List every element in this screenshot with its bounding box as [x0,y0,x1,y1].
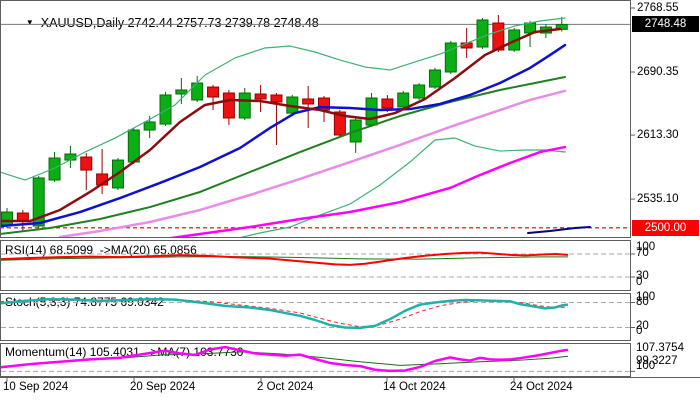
stoch-scale-label: 80 [636,296,649,308]
candle-body-bull [428,69,441,88]
stoch-scale-label: 100 [636,291,656,303]
candle [175,78,188,104]
candle-body-bull [32,177,45,227]
candle [492,14,505,52]
candle-body-bear [381,98,394,109]
rsi-main-line [1,251,569,266]
ma-200-line [169,145,567,237]
candle [48,152,61,182]
ma-slow-line [1,75,566,235]
candle [80,153,93,191]
stoch-panel-layer [1,297,630,330]
rsi-scale-label: 70 [636,247,649,259]
symbol-period-label: XAUUSD,Daily [40,16,125,30]
ma-100-line [58,89,567,237]
main-panel-border [0,0,631,238]
candle [222,89,235,126]
candle-body-bull [143,121,156,131]
level-price-badge: 2500.00 [632,219,699,236]
candle [302,85,315,128]
ma-longterm-line [527,226,591,234]
current-price-badge: 2748.48 [632,16,699,33]
candle-body-bear [207,86,220,98]
rsi-scale-label: 0 [636,276,643,288]
candle-body-bear [222,92,235,119]
mom-scale-label: 107.3754 [636,342,684,354]
rsi-panel-layer [1,251,630,278]
candle-body-bull [159,94,172,125]
rsi-scale-label: 100 [636,241,656,253]
candle [254,84,267,113]
mom-main-line [1,345,569,373]
price-axis-label: 2613.30 [637,129,679,142]
chart-title: ▼ XAUUSD,Daily 2742.44 2757.73 2739.78 27… [5,2,319,44]
mom-scale-label: 99.3227 [636,355,678,367]
main-panel-layer [1,14,630,237]
candle [32,176,45,228]
candle-body-bull [175,89,188,95]
candle-body-bull [476,19,489,48]
stoch-scale-label: 20 [636,320,649,332]
candle-body-bear [333,111,346,136]
title-ohlc-values: 2742.44 2757.73 2739.78 2748.48 [124,16,319,30]
candle [238,88,251,121]
mom-panel-layer [1,345,630,373]
candle-body-bear [270,94,283,103]
stoch-panel-border [0,293,631,341]
candle-body-bull [397,92,410,108]
candle [444,40,457,75]
candle-body-bull [444,42,457,73]
mom-scale-label: 100 [636,360,656,372]
ma-mid-line [1,43,567,228]
candle [413,83,426,100]
stoch-main-line [1,297,569,330]
rsi-signal-line [1,256,569,261]
candle [207,84,220,111]
candle [159,92,172,127]
candle-body-bull [48,157,61,181]
date-axis-label: 10 Sep 2024 [3,381,69,393]
candle [476,18,489,49]
candle-body-bull [413,84,426,99]
envelope-upper-line [1,17,566,181]
date-axis-label: 24 Oct 2024 [510,381,573,393]
price-axis-label: 2535.10 [637,193,679,206]
mom-panel-border [0,343,631,377]
candle [270,93,283,145]
candle [397,90,410,110]
candle-body-bull [238,92,251,119]
date-axis-label: 20 Sep 2024 [130,381,196,393]
date-axis-label: 14 Oct 2024 [383,381,446,393]
price-axis-label: 2690.35 [637,66,679,78]
price-axis-label: 2768.55 [637,2,679,14]
date-axis-label: 2 Oct 2024 [257,381,314,393]
candle-body-bear [80,156,93,171]
candle-body-bull [555,23,568,30]
candle-body-bear [492,22,505,51]
candle [555,16,568,32]
envelope-lower-line [240,137,566,237]
ma-fast-line [1,27,562,223]
candle [428,67,441,90]
rsi-panel-border [0,240,631,291]
candle-body-bear [254,93,267,100]
stoch-scale-label: 0 [636,325,643,337]
candle-body-bear [302,98,315,105]
rsi-scale-label: 30 [636,270,649,282]
symbol-dropdown-icon[interactable]: ▼ [25,18,34,27]
